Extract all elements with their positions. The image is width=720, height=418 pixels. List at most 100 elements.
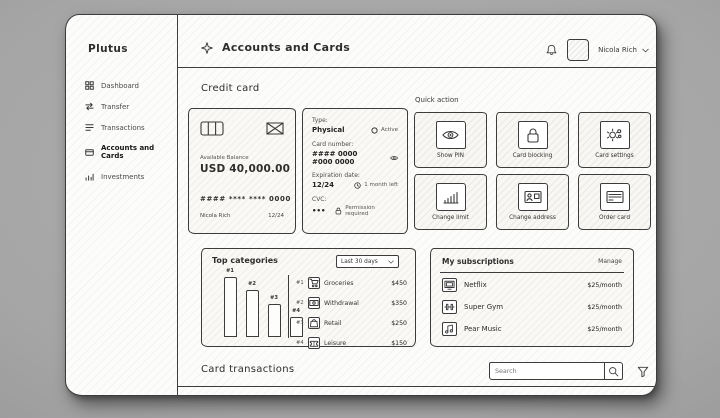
- cart-icon: [308, 277, 320, 289]
- gear-icon: [599, 121, 630, 149]
- quick-action-card-blocking[interactable]: Card blocking: [496, 112, 569, 168]
- search-icon[interactable]: [604, 363, 622, 379]
- credit-card-visual: Available Balance USD 40,000.00 #### ***…: [188, 108, 296, 234]
- subscriptions-panel: My subscriptions Manage Netflix $25/mont…: [430, 248, 634, 347]
- expiry-note: 1 month left: [354, 181, 398, 189]
- sidebar: Plutus Dashboard Transfer Transactions: [66, 15, 178, 395]
- star-icon: [201, 41, 213, 54]
- chart-bars-icon: [435, 183, 466, 211]
- user-menu[interactable]: Nicola Rich: [598, 46, 649, 54]
- dumbbell-icon: [442, 300, 457, 314]
- manage-link[interactable]: Manage: [598, 258, 622, 265]
- banknote-icon: [308, 297, 320, 309]
- clock-icon: [354, 181, 361, 189]
- balance-label: Available Balance: [200, 155, 249, 161]
- category-row-withdrawal: #2 Withdrawal $350: [296, 296, 407, 310]
- music-note-icon: [442, 322, 457, 336]
- sidebar-item-accounts-and-cards[interactable]: Accounts and Cards: [66, 140, 177, 164]
- sidebar-item-investments[interactable]: Investments: [66, 168, 177, 185]
- search-input[interactable]: [490, 363, 604, 379]
- card-details-panel: Type: Physical Active Card number: #### …: [302, 108, 408, 234]
- cvc-value: •••: [312, 206, 326, 215]
- quick-action-show-pin[interactable]: Show PIN: [414, 112, 487, 168]
- sidebar-item-transactions[interactable]: Transactions: [66, 119, 177, 136]
- sidebar-item-label: Transfer: [101, 102, 130, 111]
- app-window: Plutus Dashboard Transfer Transactions: [65, 14, 657, 396]
- top-categories-panel: Top categories Last 30 days #1 #2 #3 #4 …: [201, 248, 416, 350]
- quick-action-card-settings[interactable]: Card settings: [578, 112, 651, 168]
- panel-divider: [288, 275, 289, 338]
- search-box: [489, 362, 623, 380]
- subscriptions-title: My subscriptions: [442, 257, 514, 266]
- header-divider: [178, 67, 656, 68]
- header-actions: Nicola Rich: [545, 39, 649, 61]
- user-name: Nicola Rich: [598, 46, 637, 54]
- dashboard-icon: [85, 81, 94, 90]
- card-number-masked: #### **** **** 0000: [200, 195, 291, 203]
- page-title: Accounts and Cards: [201, 41, 350, 54]
- cards-icon: [85, 148, 94, 157]
- subscription-row-pear-music: Pear Music $25/month: [442, 321, 622, 337]
- sidebar-item-label: Accounts and Cards: [101, 144, 155, 160]
- subscription-row-super-gym: Super Gym $25/month: [442, 299, 622, 315]
- chevron-down-icon: [642, 48, 649, 52]
- panel-divider: [440, 272, 624, 273]
- range-dropdown[interactable]: Last 30 days: [336, 255, 399, 268]
- bar-chart: #1 #2 #3 #4: [212, 265, 303, 337]
- quick-actions-title: Quick action: [415, 96, 459, 104]
- expiration-group: Expiration date: 12/24 1 month left: [312, 172, 398, 189]
- notifications-bell-icon[interactable]: [545, 43, 558, 57]
- card-footer: Nicola Rich 12/24: [200, 213, 284, 219]
- quick-action-order-card[interactable]: Order card: [578, 174, 651, 230]
- tv-icon: [442, 278, 457, 292]
- id-card-icon: [517, 183, 548, 211]
- shopping-bag-icon: [308, 317, 320, 329]
- bar: [268, 304, 281, 337]
- sidebar-item-label: Dashboard: [101, 81, 139, 90]
- balance-value: USD 40,000.00: [200, 163, 291, 175]
- investments-icon: [85, 172, 94, 181]
- ticket-icon: [308, 337, 320, 349]
- credit-card-section-title: Credit card: [201, 83, 260, 94]
- card-status: Active: [371, 126, 398, 134]
- top-categories-title: Top categories: [212, 256, 278, 265]
- category-row-retail: #3 Retail $250: [296, 316, 407, 330]
- expiry-value: 12/24: [312, 181, 335, 189]
- avatar[interactable]: [567, 39, 590, 61]
- cvc-group: CVC: ••• Permission required: [312, 196, 398, 217]
- filter-icon[interactable]: [637, 366, 649, 378]
- card-holder-name: Nicola Rich: [200, 213, 231, 219]
- card-expiry: 12/24: [268, 213, 284, 219]
- brand-logo: Plutus: [88, 43, 128, 55]
- section-divider: [178, 386, 656, 387]
- chevron-down-icon: [388, 259, 394, 264]
- card-chip-icon: [200, 121, 224, 136]
- card-type-value: Physical: [312, 126, 345, 134]
- bar: [290, 317, 303, 337]
- category-row-leisure: #4 Leisure $150: [296, 336, 407, 350]
- eye-icon[interactable]: [390, 154, 398, 162]
- transfer-icon: [85, 102, 94, 111]
- sidebar-item-dashboard[interactable]: Dashboard: [66, 77, 177, 94]
- quick-action-change-limit[interactable]: Change limit: [414, 174, 487, 230]
- quick-action-change-address[interactable]: Change address: [496, 174, 569, 230]
- eye-icon: [435, 121, 466, 149]
- lock-icon: [517, 121, 548, 149]
- card-transactions-title: Card transactions: [201, 364, 295, 375]
- bar: [224, 277, 237, 337]
- card-type-group: Type: Physical Active: [312, 117, 398, 134]
- bar: [246, 290, 259, 337]
- card-brand-placeholder-icon: [266, 122, 284, 135]
- subscription-row-netflix: Netflix $25/month: [442, 277, 622, 293]
- category-row-groceries: #1 Groceries $450: [296, 276, 407, 290]
- sidebar-nav: Dashboard Transfer Transactions Accounts…: [66, 77, 177, 185]
- status-circle-icon: [371, 126, 378, 134]
- sidebar-item-label: Transactions: [101, 123, 145, 132]
- card-number-group: Card number: #### 0000 #000 0000: [312, 141, 398, 166]
- lock-icon: [336, 207, 342, 214]
- sidebar-item-transfer[interactable]: Transfer: [66, 98, 177, 115]
- transactions-icon: [85, 123, 94, 132]
- sidebar-item-label: Investments: [101, 172, 145, 181]
- cvc-note: Permission required: [335, 205, 398, 217]
- card-number-value: #### 0000 #000 0000: [312, 149, 358, 166]
